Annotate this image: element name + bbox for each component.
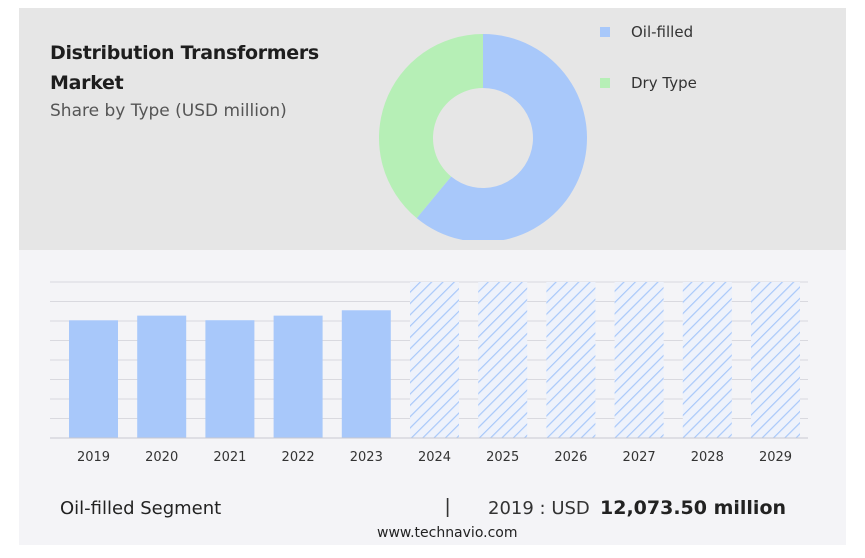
chart-subtitle: Share by Type (USD million) [50, 101, 287, 121]
legend-label-dry-type: Dry Type [631, 74, 697, 92]
forecast-bar-2025 [478, 282, 528, 438]
x-tick-label-2028: 2028 [691, 450, 724, 465]
legend-item-oil-filled: Oil-filled [600, 23, 693, 41]
x-tick-label-2019: 2019 [77, 450, 110, 465]
x-tick-label-2025: 2025 [486, 450, 519, 465]
forecast-bar-2024 [410, 282, 459, 438]
bar-2023 [341, 310, 391, 438]
x-tick-label-2027: 2027 [623, 450, 656, 465]
legend-swatch-oil-filled [600, 27, 610, 37]
segment-label: Oil-filled Segment [60, 498, 222, 519]
source-url: www.technavio.com [377, 525, 518, 541]
x-tick-label-2020: 2020 [145, 450, 178, 465]
donut-slice-dry-type [378, 34, 483, 219]
forecast-bar-2026 [546, 282, 596, 438]
x-tick-label-2022: 2022 [282, 450, 315, 465]
x-tick-label-2023: 2023 [350, 450, 383, 465]
x-tick-label-2024: 2024 [418, 450, 451, 465]
x-tick-label-2021: 2021 [213, 450, 246, 465]
forecast-bar-2028 [682, 282, 732, 438]
bar-chart: 2019 2020 2021 2022 2023 2024 2025 2026 2027 2028… [50, 281, 808, 465]
legend-item-dry-type: Dry Type [600, 74, 697, 92]
donut-chart [378, 34, 587, 240]
stat-value: 12,073.50 million [600, 497, 787, 519]
stat-divider: | [445, 496, 451, 518]
legend-label-oil-filled: Oil-filled [631, 23, 694, 41]
forecast-bar-2027 [614, 282, 664, 438]
bar-2021 [205, 320, 255, 438]
legend-swatch-dry-type [600, 78, 610, 88]
chart-title: Distribution Transformers Market [50, 42, 319, 94]
stat-year: 2019 : USD [488, 498, 590, 519]
bar-2020 [137, 315, 187, 438]
x-tick-label-2026: 2026 [554, 450, 587, 465]
x-tick-label-2029: 2029 [759, 450, 792, 465]
donut-slice-oil-filled [416, 34, 587, 240]
bar-2019 [69, 320, 118, 438]
bar-2022 [273, 315, 323, 438]
forecast-bar-2029 [751, 282, 800, 438]
